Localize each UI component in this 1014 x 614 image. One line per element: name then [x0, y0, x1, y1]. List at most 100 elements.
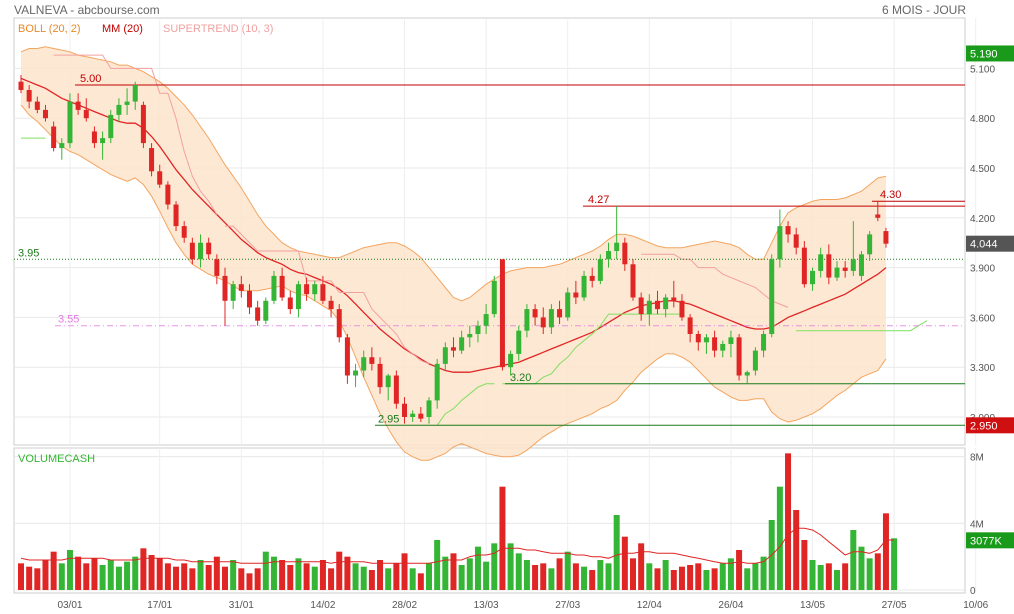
volume-bar: [817, 565, 824, 590]
volume-bar: [556, 558, 563, 590]
candle-body: [157, 171, 163, 185]
volume-bar: [776, 486, 783, 590]
x-tick-label: 26/04: [718, 600, 743, 611]
candle-body: [173, 204, 179, 227]
candle-body: [532, 309, 538, 318]
volume-bar: [91, 558, 98, 590]
candle-body: [687, 317, 693, 334]
candle-body: [328, 300, 334, 310]
candle-body: [295, 284, 301, 310]
volume-bar: [140, 548, 147, 590]
candle-body: [810, 270, 816, 285]
volume-bar: [50, 551, 57, 590]
volume-bar: [360, 566, 367, 590]
candle-body: [67, 101, 73, 144]
volume-bar: [279, 560, 286, 590]
candle-body: [695, 334, 701, 343]
volume-bar: [34, 568, 41, 590]
price-tick-label: 5.100: [970, 64, 995, 75]
volume-bar: [785, 453, 792, 590]
volume-bar: [83, 563, 90, 590]
candle-body: [42, 109, 48, 119]
volume-bar: [426, 563, 432, 590]
volume-bar: [18, 563, 24, 590]
candle-body: [606, 251, 612, 260]
volume-bar: [727, 558, 734, 590]
volume-bar: [42, 560, 49, 590]
volume-bar: [752, 563, 759, 590]
price-tick-label: 4.500: [970, 164, 995, 175]
candle-body: [255, 307, 261, 321]
volume-bar: [507, 543, 514, 590]
candle-body: [867, 234, 873, 255]
volume-bar: [344, 556, 351, 590]
volume-bar: [107, 560, 114, 590]
volume-bar: [613, 515, 620, 590]
volume-bar: [474, 546, 481, 590]
volume-bar: [793, 510, 800, 590]
volume-marker-box: [966, 532, 1014, 549]
volume-bar: [222, 566, 228, 590]
candle-body: [222, 275, 228, 301]
volume-bar: [858, 546, 865, 590]
candle-body: [834, 267, 840, 278]
candle-body: [279, 275, 285, 298]
candle-body: [410, 413, 416, 417]
candle-body: [638, 297, 644, 315]
candle-body: [720, 343, 726, 351]
volume-bar: [132, 556, 139, 590]
volume-bar: [564, 551, 571, 590]
supertrend-line: [436, 383, 495, 426]
x-tick-label: 27/05: [882, 600, 907, 611]
volume-bar: [66, 550, 73, 590]
candle-body: [246, 290, 252, 308]
volume-bar: [678, 566, 685, 590]
volume-bar: [189, 568, 196, 590]
x-tick-label: 14/02: [310, 600, 335, 611]
candle-body: [304, 284, 310, 295]
volume-bar: [850, 530, 857, 590]
candle-body: [483, 314, 489, 326]
price-marker-label: 5.190: [970, 48, 998, 60]
level-label-2.95: 2.95: [378, 413, 399, 425]
candle-body: [679, 300, 685, 318]
volume-bar: [173, 566, 180, 590]
candle-body: [744, 372, 750, 376]
candle-body: [793, 234, 799, 248]
candle-body: [597, 259, 603, 281]
volume-bar: [303, 563, 310, 590]
volume-bars: [18, 453, 898, 590]
x-tick-label: 27/03: [555, 600, 580, 611]
candle-body: [26, 89, 32, 102]
volume-bar: [270, 556, 277, 590]
candle-body: [271, 275, 277, 301]
candle-body: [728, 337, 734, 344]
chart-title: VALNEVA - abcbourse.com: [14, 3, 160, 17]
volume-bar: [736, 550, 743, 590]
price-marker-box: [966, 417, 1014, 434]
candle-body: [361, 357, 367, 371]
volume-bar: [523, 560, 530, 590]
candle-body: [769, 259, 775, 334]
volume-bar: [401, 553, 408, 590]
candle-body: [818, 254, 824, 271]
candle-body: [51, 126, 57, 149]
price-marker-label: 2.950: [970, 420, 998, 432]
price-marker-box: [966, 45, 1014, 62]
volume-bar: [834, 570, 840, 590]
candle-body: [287, 297, 293, 310]
candle-body: [475, 325, 481, 334]
candle-body: [450, 347, 456, 351]
candle-body: [467, 334, 473, 338]
volume-bar: [393, 563, 400, 590]
candle-body: [622, 242, 628, 265]
candle-body: [785, 226, 791, 235]
x-tick-label: 03/01: [57, 600, 82, 611]
volume-bar: [605, 563, 612, 590]
volume-bar: [58, 563, 65, 590]
volume-bar: [866, 558, 873, 590]
candle-body: [59, 143, 65, 149]
candle-body: [671, 297, 677, 301]
volume-bar: [287, 565, 294, 590]
